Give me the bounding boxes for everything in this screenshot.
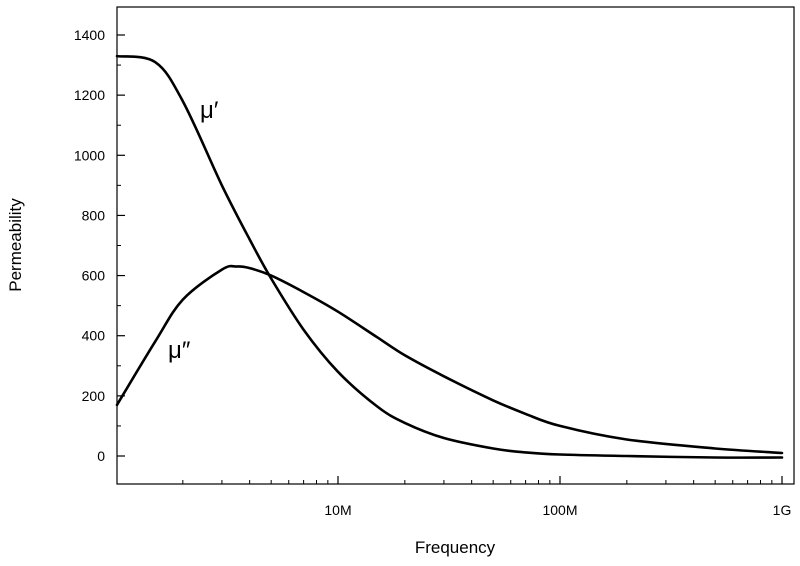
y-tick-label: 1400 (74, 27, 105, 43)
y-axis-ticks: 0 200 400 600 800 1000 1200 1400 (74, 27, 125, 464)
series-layer (115, 54, 784, 459)
x-tick-label: 1G (773, 502, 792, 518)
mu-double-prime-curve (115, 264, 784, 455)
x-tick-label: 100M (542, 502, 577, 518)
x-axis-label: Frequency (415, 538, 496, 557)
y-tick-label: 200 (82, 388, 106, 404)
mu-double-prime-label: μ″ (168, 337, 191, 364)
x-tick-label: 10M (324, 502, 351, 518)
y-tick-label: 0 (97, 448, 105, 464)
y-axis-label: Permeability (6, 198, 25, 292)
y-tick-label: 800 (82, 207, 106, 223)
mu-prime-curve (115, 54, 784, 459)
y-tick-label: 600 (82, 268, 106, 284)
x-axis-ticks: 10M 100M 1G (182, 476, 792, 518)
y-tick-label: 1000 (74, 147, 105, 163)
y-tick-label: 1200 (74, 87, 105, 103)
plot-frame (116, 6, 795, 485)
y-tick-label: 400 (82, 328, 106, 344)
mu-prime-label: μ′ (200, 97, 219, 124)
